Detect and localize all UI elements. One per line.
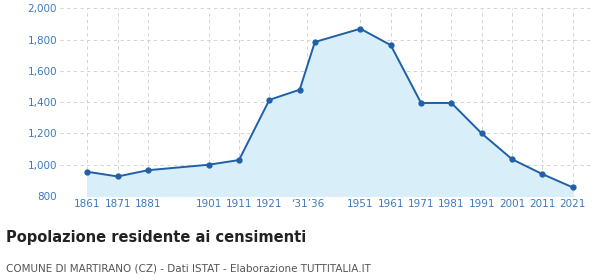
Text: Popolazione residente ai censimenti: Popolazione residente ai censimenti xyxy=(6,230,306,245)
Text: COMUNE DI MARTIRANO (CZ) - Dati ISTAT - Elaborazione TUTTITALIA.IT: COMUNE DI MARTIRANO (CZ) - Dati ISTAT - … xyxy=(6,263,371,273)
